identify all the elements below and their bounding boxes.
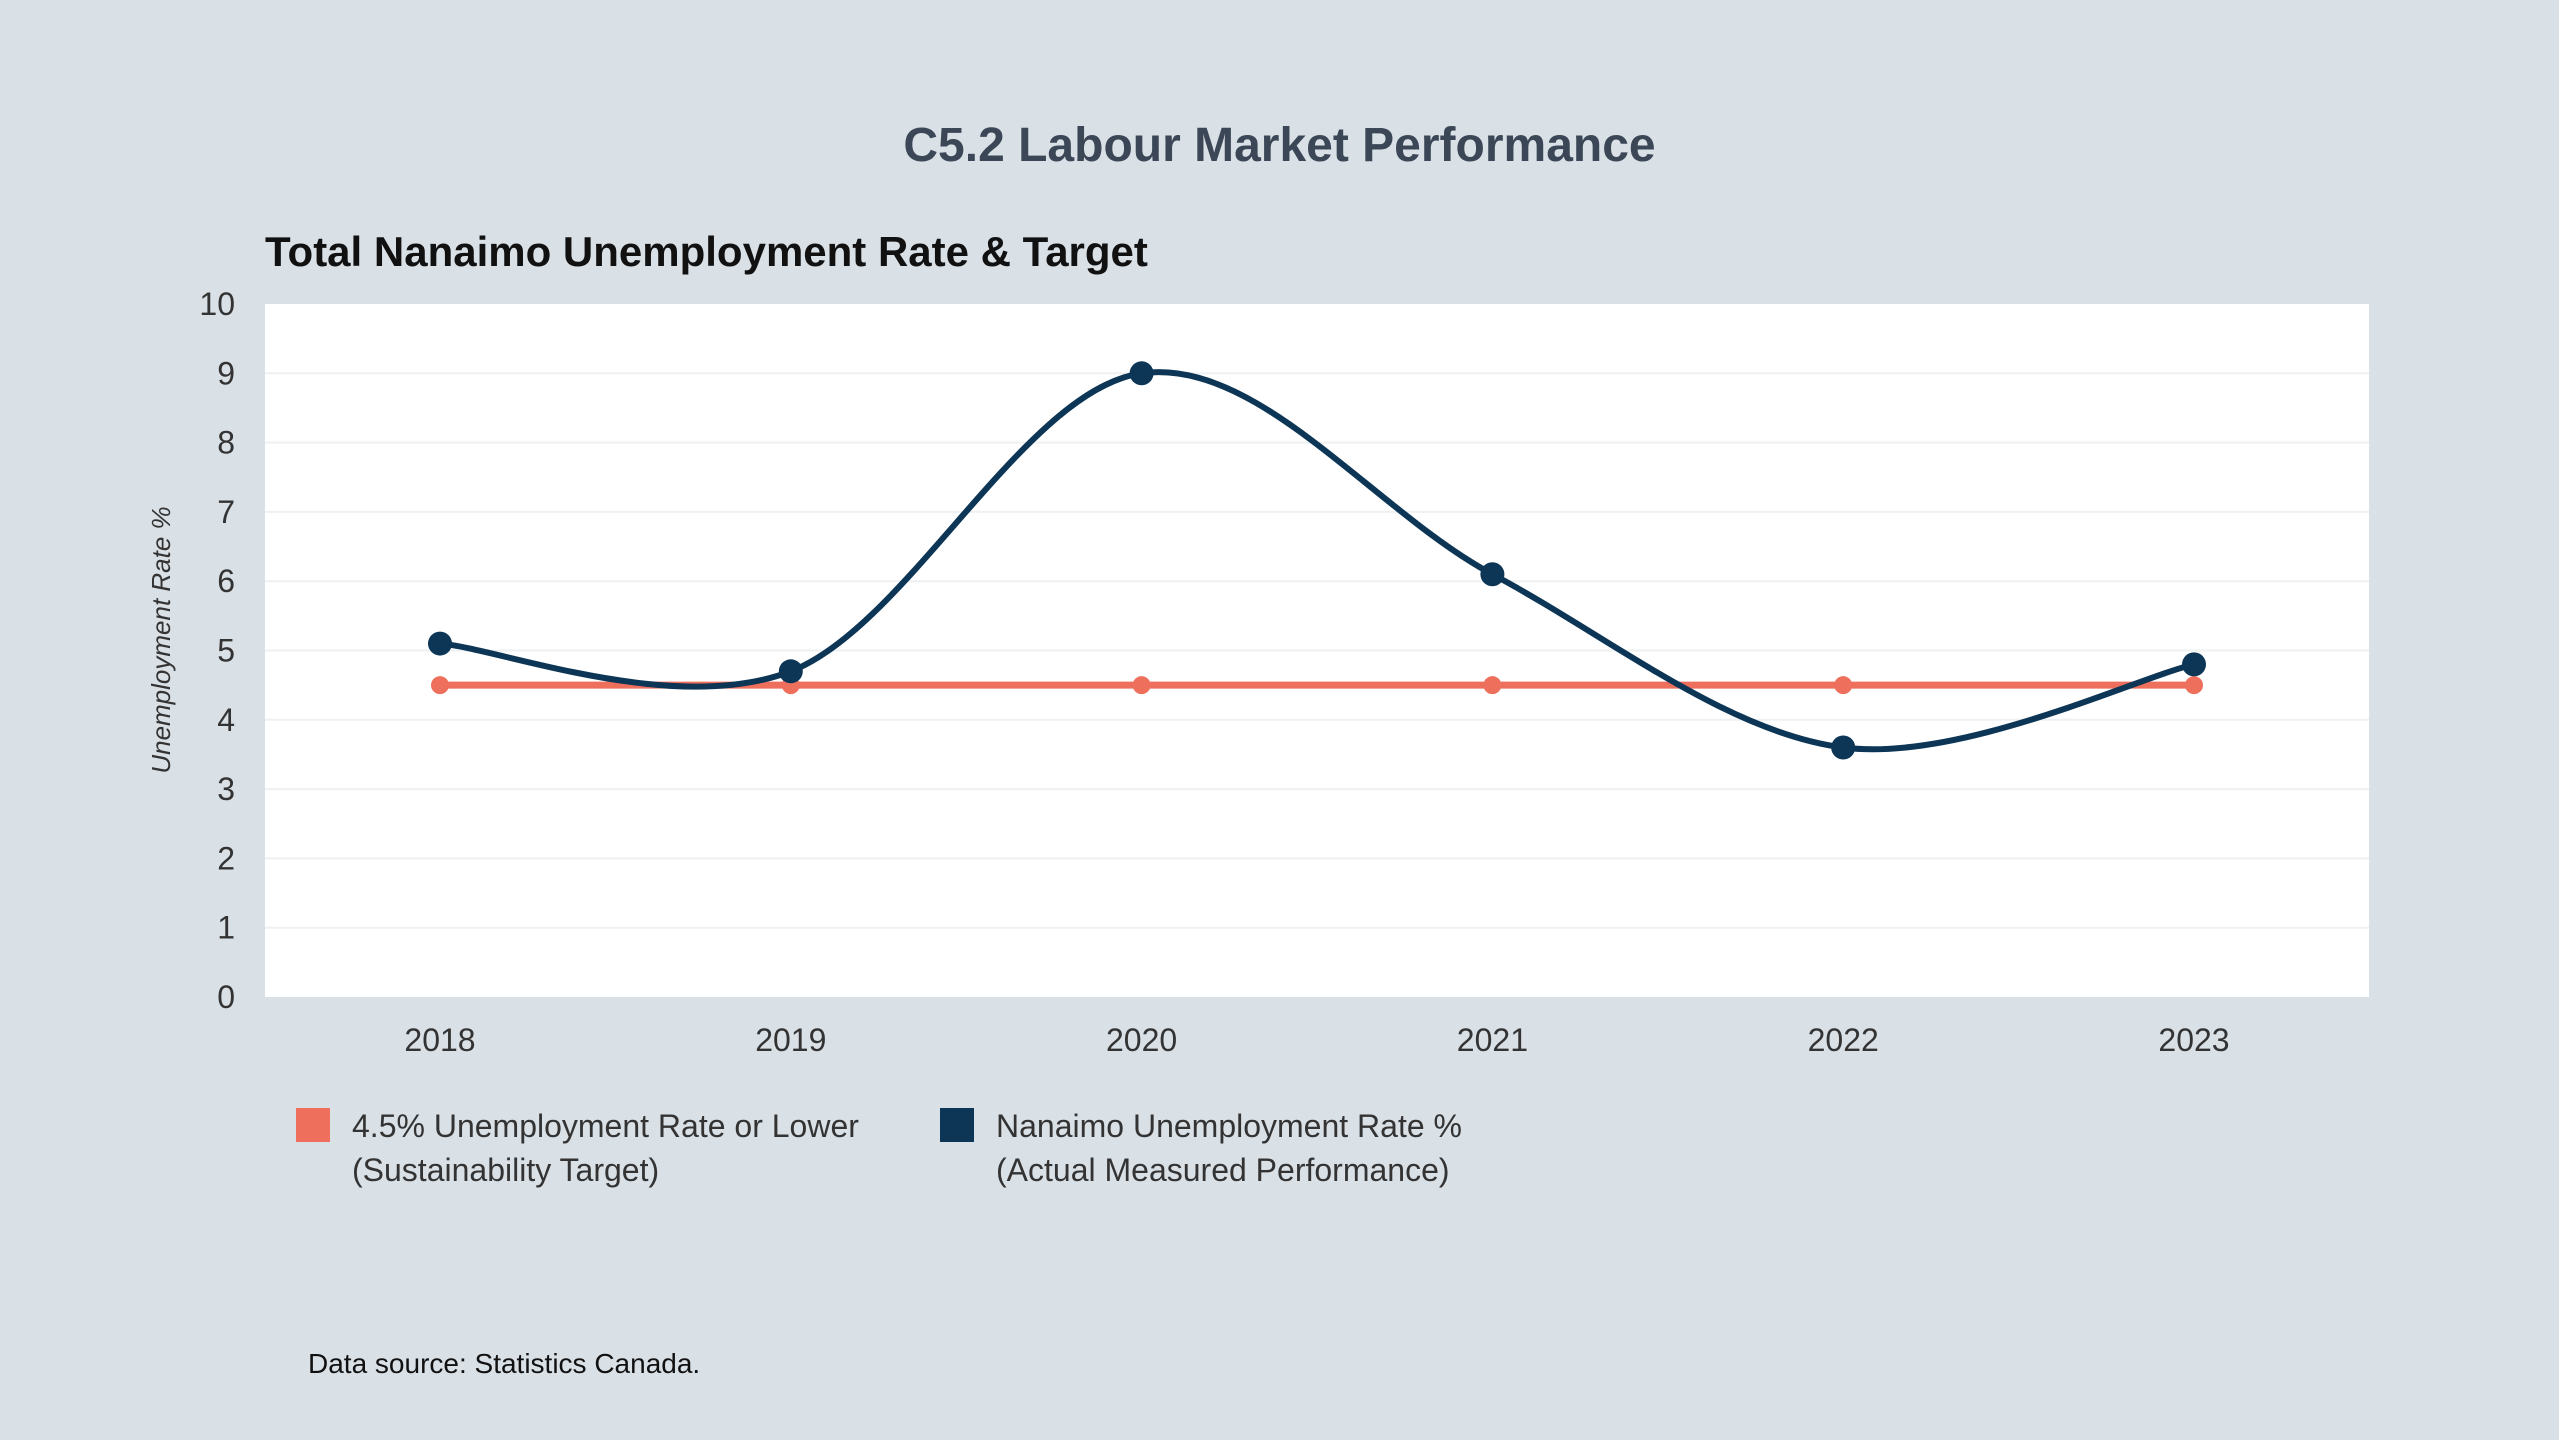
data-point-target [1834,676,1853,695]
legend-item-actual: Nanaimo Unemployment Rate % (Actual Meas… [940,1104,1462,1192]
x-tick-label: 2023 [2158,1022,2229,1058]
data-point-target [1483,676,1502,695]
legend-swatch-actual [940,1108,974,1142]
y-tick-label: 2 [217,840,235,876]
legend-swatch-target [296,1108,330,1142]
data-point-actual [2182,652,2206,677]
x-tick-label: 2021 [1457,1022,1528,1058]
x-tick-label: 2019 [755,1022,826,1058]
y-tick-label: 3 [217,771,235,807]
legend-item-target: 4.5% Unemployment Rate or Lower (Sustain… [296,1104,859,1192]
legend-label-target-line2: (Sustainability Target) [352,1152,660,1188]
y-axis-title: Unemployment Rate % [146,506,176,773]
y-tick-label: 4 [217,702,235,738]
x-axis-ticks: 2018 2019 2020 2021 2022 2023 [404,1022,2229,1058]
y-tick-label: 5 [217,633,235,669]
data-point-actual [1480,562,1505,587]
legend-label-actual-line2: (Actual Measured Performance) [996,1152,1450,1188]
series-line-actual [437,369,2197,753]
page-title: C5.2 Labour Market Performance [903,119,1656,172]
data-point-target [1132,676,1151,695]
y-tick-label: 10 [199,286,235,322]
data-source-note: Data source: Statistics Canada. [308,1348,701,1379]
y-tick-label: 7 [217,494,235,530]
legend-label-target-line1: 4.5% Unemployment Rate or Lower [352,1108,859,1144]
y-tick-label: 1 [217,910,235,946]
y-tick-label: 6 [217,563,235,599]
y-tick-label: 8 [217,425,235,461]
data-point-actual [1831,735,1856,760]
x-tick-label: 2022 [1808,1022,1879,1058]
data-point-actual [778,659,803,684]
chart-title: Total Nanaimo Unemployment Rate & Target [265,228,1148,275]
y-axis-ticks: 0 1 2 3 4 5 6 7 8 9 10 [199,286,235,1015]
series-layer [428,361,2206,760]
data-point-actual [1129,361,1154,386]
y-tick-label: 0 [217,979,235,1015]
legend-label-actual-line1: Nanaimo Unemployment Rate % [996,1108,1462,1144]
y-tick-label: 9 [217,355,235,391]
x-tick-label: 2020 [1106,1022,1177,1058]
data-point-actual [428,631,452,656]
data-point-target [431,676,449,695]
x-tick-label: 2018 [404,1022,475,1058]
data-point-target [2185,676,2203,695]
